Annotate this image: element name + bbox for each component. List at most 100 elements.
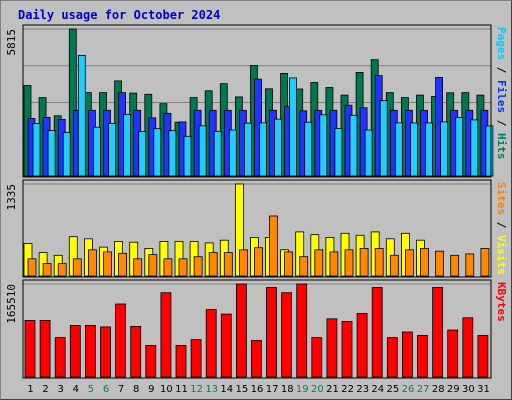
x-tick-label-day-3: 3 — [58, 384, 64, 395]
legend-entry: Visits — [495, 235, 508, 275]
bar-kbytes-day-27 — [417, 334, 428, 378]
x-tick-label-day-19: 19 — [296, 384, 309, 395]
bar-kbytes-day-19 — [296, 283, 308, 378]
bar-kbytes-day-26 — [401, 331, 413, 378]
bar-kbytes-day-18 — [281, 292, 293, 378]
bar-sites-day-24 — [374, 247, 384, 277]
bar-sites-day-29 — [450, 254, 460, 277]
bar-pages-day-25 — [394, 122, 403, 177]
bar-pages-day-3 — [62, 132, 71, 177]
x-tick-label-day-16: 16 — [251, 384, 264, 395]
bar-hits-day-4 — [68, 28, 77, 177]
bar-sites-day-21 — [329, 251, 339, 277]
bar-kbytes-day-5 — [85, 324, 96, 378]
bar-pages-day-18 — [289, 77, 298, 177]
bar-kbytes-day-20 — [311, 337, 323, 378]
panel-hits-files-pages-max-label: 5815 — [5, 29, 18, 56]
bar-sites-day-5 — [88, 249, 97, 277]
bar-sites-day-11 — [178, 258, 188, 277]
bar-sites-day-27 — [420, 247, 429, 277]
bar-pages-day-24 — [379, 100, 388, 177]
bar-pages-day-12 — [198, 125, 207, 177]
legend-entry: Files — [495, 80, 508, 113]
bar-kbytes-day-7 — [115, 303, 126, 378]
x-tick-label-day-15: 15 — [236, 384, 249, 395]
bar-pages-day-4 — [77, 55, 86, 177]
bar-kbytes-day-29 — [447, 329, 459, 378]
bar-sites-day-26 — [404, 249, 414, 277]
bar-sites-day-15 — [238, 249, 248, 277]
bar-sites-day-9 — [148, 254, 158, 277]
bar-sites-day-19 — [299, 256, 309, 277]
bar-sites-day-7 — [118, 252, 127, 277]
bar-pages-day-2 — [47, 130, 56, 177]
x-tick-label-day-14: 14 — [220, 384, 233, 395]
x-tick-label-day-31: 31 — [477, 384, 490, 395]
bar-kbytes-day-28 — [432, 287, 444, 378]
panel-hits-files-pages-legend: Pages / Files / Hits — [495, 27, 508, 160]
bar-sites-day-8 — [133, 258, 143, 277]
legend-entry: / — [495, 60, 508, 80]
bar-kbytes-day-16 — [251, 340, 262, 378]
legend-entry: KBytes — [495, 282, 508, 322]
legend-entry: Hits — [495, 133, 508, 160]
x-tick-label-day-21: 21 — [326, 384, 339, 395]
x-tick-label-day-2: 2 — [42, 384, 48, 395]
x-tick-label-day-5: 5 — [88, 384, 94, 395]
bar-kbytes-day-15 — [235, 283, 247, 378]
bar-kbytes-day-22 — [341, 321, 353, 378]
bar-sites-day-22 — [344, 249, 354, 277]
bar-sites-day-3 — [57, 263, 67, 277]
bar-sites-day-13 — [208, 252, 218, 277]
bar-kbytes-day-21 — [326, 318, 338, 378]
bar-kbytes-day-11 — [175, 345, 187, 378]
bar-pages-day-22 — [349, 114, 358, 177]
x-tick-label-day-27: 27 — [417, 384, 430, 395]
x-tick-label-day-13: 13 — [205, 384, 218, 395]
bar-pages-day-11 — [183, 135, 192, 177]
x-tick-label-day-22: 22 — [341, 384, 354, 395]
bar-sites-day-12 — [193, 256, 203, 277]
panel-kbytes-border — [22, 279, 492, 379]
x-tick-label-day-25: 25 — [387, 384, 400, 395]
x-tick-label-day-18: 18 — [281, 384, 294, 395]
bar-sites-day-30 — [465, 253, 475, 277]
bar-kbytes-day-1 — [24, 319, 36, 378]
bar-sites-day-2 — [42, 263, 52, 277]
x-tick-label-day-12: 12 — [190, 384, 203, 395]
bar-kbytes-day-12 — [190, 339, 202, 378]
bar-sites-day-20 — [314, 249, 324, 277]
bar-sites-day-25 — [389, 254, 399, 277]
x-tick-label-day-11: 11 — [175, 384, 188, 395]
panel-visits-sites-legend: Sites / Visits — [495, 182, 508, 275]
x-tick-label-day-17: 17 — [266, 384, 279, 395]
bar-kbytes-day-8 — [130, 325, 142, 378]
bar-sites-day-10 — [163, 258, 173, 277]
bar-kbytes-day-2 — [39, 319, 51, 378]
chart-title: Daily usage for October 2024 — [18, 8, 221, 22]
bar-pages-day-16 — [259, 122, 267, 177]
x-tick-label-day-28: 28 — [432, 384, 445, 395]
panel-visits-sites-max-label: 1335 — [5, 184, 18, 211]
bar-pages-day-27 — [425, 122, 433, 177]
x-tick-label-day-6: 6 — [103, 384, 109, 395]
bar-kbytes-day-24 — [371, 287, 383, 378]
x-tick-label-day-29: 29 — [447, 384, 460, 395]
bar-pages-day-13 — [213, 130, 222, 177]
bar-sites-day-17 — [269, 215, 278, 277]
x-tick-label-day-24: 24 — [371, 384, 384, 395]
x-tick-label-day-23: 23 — [356, 384, 369, 395]
legend-entry: / — [495, 215, 508, 235]
bar-pages-day-10 — [168, 130, 177, 177]
bar-sites-day-6 — [103, 251, 112, 277]
bar-sites-day-18 — [284, 251, 294, 277]
x-tick-label-day-20: 20 — [311, 384, 324, 395]
bar-pages-day-30 — [470, 119, 479, 177]
bar-pages-day-15 — [243, 122, 252, 177]
x-tick-label-day-9: 9 — [148, 384, 154, 395]
bar-sites-day-23 — [359, 247, 369, 277]
bar-pages-day-21 — [334, 128, 343, 177]
panel-kbytes-max-label: 165510 — [5, 284, 18, 324]
panel-kbytes-legend: KBytes — [495, 282, 508, 322]
